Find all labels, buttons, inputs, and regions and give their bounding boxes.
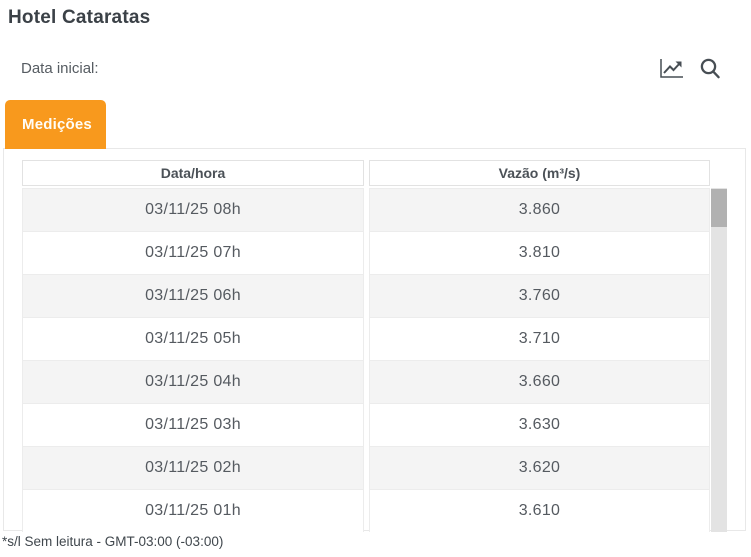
line-chart-button[interactable]	[658, 57, 686, 80]
datetime-cell: 03/11/25 06h	[22, 274, 364, 317]
table-row: 03/11/25 03h 3.630	[22, 403, 711, 446]
footer-note: *s/l Sem leitura - GMT-03:00 (-03:00)	[2, 534, 224, 549]
search-button[interactable]	[699, 57, 721, 80]
flow-cell: 3.620	[369, 446, 710, 489]
table-row: 03/11/25 04h 3.660	[22, 360, 711, 403]
datetime-cell: 03/11/25 05h	[22, 317, 364, 360]
table-row: 03/11/25 02h 3.620	[22, 446, 711, 489]
measurements-panel: Data/hora Vazão (m³/s) 03/11/25 08h 3.860…	[3, 148, 746, 532]
table-row: 03/11/25 06h 3.760	[22, 274, 711, 317]
flow-cell: 3.810	[369, 231, 710, 274]
table-body-viewport[interactable]: 03/11/25 08h 3.860 03/11/25 07h 3.810 03/11/…	[22, 188, 728, 532]
line-chart-icon	[658, 57, 686, 80]
table-row: 03/11/25 07h 3.810	[22, 231, 711, 274]
page-title: Hotel Cataratas	[8, 7, 151, 28]
flow-cell: 3.660	[369, 360, 710, 403]
column-header-flow: Vazão (m³/s)	[369, 160, 710, 186]
flow-cell: 3.760	[369, 274, 710, 317]
scrollbar-thumb[interactable]	[711, 189, 727, 227]
scrollbar-track[interactable]	[711, 188, 727, 532]
datetime-cell: 03/11/25 08h	[22, 188, 364, 231]
datetime-cell: 03/11/25 03h	[22, 403, 364, 446]
column-header-datetime: Data/hora	[22, 160, 364, 186]
datetime-cell: 03/11/25 07h	[22, 231, 364, 274]
table-row: 03/11/25 05h 3.710	[22, 317, 711, 360]
datetime-cell: 03/11/25 02h	[22, 446, 364, 489]
datetime-cell: 03/11/25 04h	[22, 360, 364, 403]
flow-cell: 3.630	[369, 403, 710, 446]
toolbar: Data inicial:	[0, 56, 751, 80]
date-initial-label: Data inicial:	[21, 59, 99, 77]
search-icon	[699, 57, 721, 80]
tab-medicoes[interactable]: Medições	[5, 100, 106, 149]
table-row: 03/11/25 01h 3.610	[22, 489, 711, 532]
flow-cell: 3.710	[369, 317, 710, 360]
table-body: 03/11/25 08h 3.860 03/11/25 07h 3.810 03/11/…	[22, 188, 728, 532]
flow-cell: 3.610	[369, 489, 710, 532]
table-header-row: Data/hora Vazão (m³/s)	[22, 160, 711, 186]
datetime-cell: 03/11/25 01h	[22, 489, 364, 532]
table-row: 03/11/25 08h 3.860	[22, 188, 711, 231]
flow-cell: 3.860	[369, 188, 710, 231]
